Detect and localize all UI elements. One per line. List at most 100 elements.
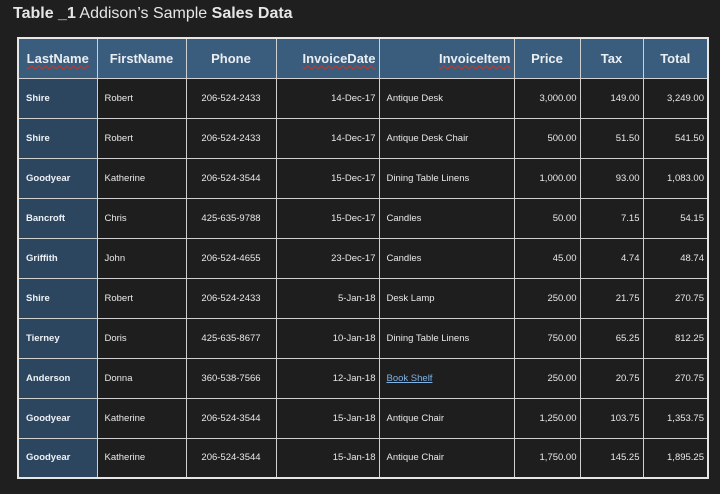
cell-tax[interactable]: 21.75 (579, 277, 644, 319)
cell-firstname[interactable]: Robert (96, 77, 187, 119)
cell-invoiceitem[interactable]: Dining Table Linens (378, 157, 515, 199)
cell-firstname[interactable]: Katherine (96, 157, 187, 199)
table-row: Bancroft Chris 425-635-9788 15-Dec-17 Candle… (17, 197, 709, 239)
cell-invoiceitem[interactable]: Antique Desk (378, 77, 515, 119)
cell-total[interactable]: 3,249.00 (642, 77, 709, 119)
cell-phone[interactable]: 360-538-7566 (185, 357, 277, 399)
cell-lastname[interactable]: Tierney (17, 317, 98, 359)
cell-tax[interactable]: 51.50 (579, 117, 644, 159)
cell-invoicedate[interactable]: 14-Dec-17 (275, 77, 380, 119)
cell-invoiceitem[interactable]: Antique Chair (378, 437, 515, 479)
header-phone[interactable]: Phone (185, 37, 277, 79)
header-price[interactable]: Price (513, 37, 581, 79)
cell-invoiceitem[interactable]: Antique Desk Chair (378, 117, 515, 159)
header-lastname[interactable]: LastName (17, 37, 98, 79)
cell-invoicedate[interactable]: 10-Jan-18 (275, 317, 380, 359)
cell-total[interactable]: 1,083.00 (642, 157, 709, 199)
caption-text: Addison’s Sample (75, 5, 212, 22)
cell-tax[interactable]: 7.15 (579, 197, 644, 239)
cell-price[interactable]: 250.00 (513, 277, 581, 319)
cell-total[interactable]: 541.50 (642, 117, 709, 159)
book-shelf-link[interactable]: Book Shelf (386, 372, 433, 384)
cell-firstname[interactable]: Donna (96, 357, 187, 399)
cell-firstname[interactable]: Robert (96, 117, 187, 159)
cell-invoiceitem[interactable]: Antique Chair (378, 397, 515, 439)
cell-invoicedate[interactable]: 15-Dec-17 (275, 157, 380, 199)
cell-invoicedate[interactable]: 14-Dec-17 (275, 117, 380, 159)
cell-total[interactable]: 54.15 (642, 197, 709, 239)
cell-firstname[interactable]: John (96, 237, 187, 279)
sales-data-table: LastName FirstName Phone InvoiceDate Inv… (17, 37, 709, 479)
cell-invoicedate[interactable]: 5-Jan-18 (275, 277, 380, 319)
cell-price[interactable]: 45.00 (513, 237, 581, 279)
cell-phone[interactable]: 206-524-3544 (185, 157, 277, 199)
cell-firstname[interactable]: Katherine (96, 437, 187, 479)
cell-price[interactable]: 1,000.00 (513, 157, 581, 199)
header-firstname[interactable]: FirstName (96, 37, 187, 79)
cell-invoiceitem[interactable]: Desk Lamp (378, 277, 515, 319)
cell-phone[interactable]: 206-524-3544 (185, 437, 277, 479)
cell-invoicedate[interactable]: 15-Jan-18 (275, 437, 380, 479)
cell-lastname[interactable]: Goodyear (17, 437, 98, 479)
table-row: Goodyear Katherine 206-524-3544 15-Dec-17 Di… (17, 157, 709, 199)
table-row: Shire Robert 206-524-2433 14-Dec-17 Antique … (17, 117, 709, 159)
cell-tax[interactable]: 93.00 (579, 157, 644, 199)
cell-tax[interactable]: 103.75 (579, 397, 644, 439)
cell-price[interactable]: 1,250.00 (513, 397, 581, 439)
cell-price[interactable]: 3,000.00 (513, 77, 581, 119)
cell-lastname[interactable]: Bancroft (17, 197, 98, 239)
cell-total[interactable]: 812.25 (642, 317, 709, 359)
cell-lastname[interactable]: Shire (17, 77, 98, 119)
cell-total[interactable]: 270.75 (642, 277, 709, 319)
cell-invoiceitem[interactable]: Book Shelf (378, 357, 515, 399)
caption-emphasis: Sales Data (211, 5, 293, 22)
cell-lastname[interactable]: Goodyear (17, 157, 98, 199)
table-body: Shire Robert 206-524-2433 14-Dec-17 Antique … (17, 77, 709, 479)
cell-firstname[interactable]: Chris (96, 197, 187, 239)
cell-lastname[interactable]: Anderson (17, 357, 98, 399)
cell-phone[interactable]: 206-524-2433 (185, 77, 277, 119)
header-total[interactable]: Total (642, 37, 709, 79)
cell-phone[interactable]: 206-524-3544 (185, 397, 277, 439)
table-row: Goodyear Katherine 206-524-3544 15-Jan-18 An… (17, 397, 709, 439)
table-row: Shire Robert 206-524-2433 14-Dec-17 Antique … (17, 77, 709, 119)
cell-lastname[interactable]: Shire (17, 277, 98, 319)
cell-tax[interactable]: 65.25 (579, 317, 644, 359)
header-invoiceitem[interactable]: InvoiceItem (378, 37, 515, 79)
cell-lastname[interactable]: Shire (17, 117, 98, 159)
cell-price[interactable]: 50.00 (513, 197, 581, 239)
table-row: Shire Robert 206-524-2433 5-Jan-18 Desk Lamp… (17, 277, 709, 319)
cell-total[interactable]: 1,895.25 (642, 437, 709, 479)
cell-tax[interactable]: 149.00 (579, 77, 644, 119)
cell-phone[interactable]: 206-524-4655 (185, 237, 277, 279)
cell-firstname[interactable]: Doris (96, 317, 187, 359)
cell-firstname[interactable]: Katherine (96, 397, 187, 439)
cell-tax[interactable]: 4.74 (579, 237, 644, 279)
cell-price[interactable]: 500.00 (513, 117, 581, 159)
header-row: LastName FirstName Phone InvoiceDate Inv… (17, 37, 709, 79)
cell-phone[interactable]: 425-635-9788 (185, 197, 277, 239)
cell-total[interactable]: 270.75 (642, 357, 709, 399)
cell-phone[interactable]: 206-524-2433 (185, 117, 277, 159)
cell-firstname[interactable]: Robert (96, 277, 187, 319)
cell-price[interactable]: 250.00 (513, 357, 581, 399)
header-tax[interactable]: Tax (579, 37, 644, 79)
cell-invoicedate[interactable]: 12-Jan-18 (275, 357, 380, 399)
cell-total[interactable]: 1,353.75 (642, 397, 709, 439)
cell-lastname[interactable]: Goodyear (17, 397, 98, 439)
cell-invoicedate[interactable]: 15-Jan-18 (275, 397, 380, 439)
header-invoicedate[interactable]: InvoiceDate (275, 37, 380, 79)
cell-invoicedate[interactable]: 23-Dec-17 (275, 237, 380, 279)
cell-total[interactable]: 48.74 (642, 237, 709, 279)
cell-price[interactable]: 750.00 (513, 317, 581, 359)
cell-invoiceitem[interactable]: Candles (378, 237, 515, 279)
cell-phone[interactable]: 206-524-2433 (185, 277, 277, 319)
cell-invoiceitem[interactable]: Candles (378, 197, 515, 239)
cell-tax[interactable]: 145.25 (579, 437, 644, 479)
cell-lastname[interactable]: Griffith (17, 237, 98, 279)
cell-price[interactable]: 1,750.00 (513, 437, 581, 479)
cell-invoicedate[interactable]: 15-Dec-17 (275, 197, 380, 239)
cell-phone[interactable]: 425-635-8677 (185, 317, 277, 359)
cell-invoiceitem[interactable]: Dining Table Linens (378, 317, 515, 359)
cell-tax[interactable]: 20.75 (579, 357, 644, 399)
